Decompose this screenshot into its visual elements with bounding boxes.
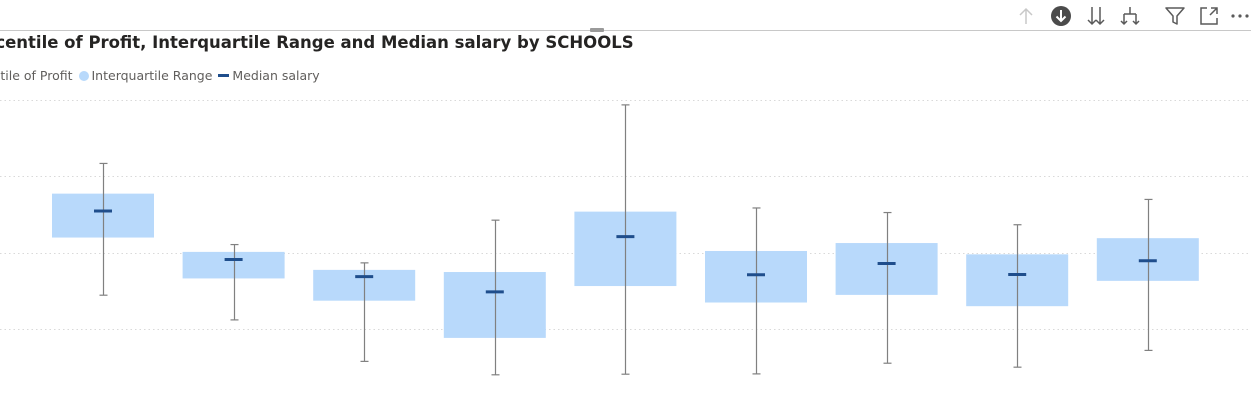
filter-icon[interactable] xyxy=(1163,4,1187,28)
legend-item-profit[interactable]: rcentile of Profit xyxy=(0,68,73,83)
chart-legend: rcentile of Profit Interquartile Range M… xyxy=(0,68,326,83)
resize-grip[interactable] xyxy=(590,28,604,32)
legend-label-median: Median salary xyxy=(232,68,320,83)
visual-toolbar xyxy=(1010,2,1251,28)
iqr-box xyxy=(443,272,546,338)
arrow-up-icon[interactable] xyxy=(1014,4,1038,28)
focus-mode-icon[interactable] xyxy=(1197,4,1221,28)
expand-all-down-icon[interactable] xyxy=(1084,4,1108,28)
legend-item-median[interactable]: Median salary xyxy=(218,68,320,83)
more-options-icon[interactable] xyxy=(1228,4,1251,28)
legend-item-iqr[interactable]: Interquartile Range xyxy=(78,68,213,83)
legend-label-profit: rcentile of Profit xyxy=(0,68,73,83)
visual-header-divider xyxy=(0,30,1251,31)
iqr-box xyxy=(835,243,938,295)
legend-marker-median xyxy=(218,74,230,77)
drill-hierarchy-icon[interactable] xyxy=(1118,4,1142,28)
iqr-box xyxy=(182,251,285,279)
drill-down-icon[interactable] xyxy=(1049,4,1073,28)
legend-marker-iqr xyxy=(78,70,89,81)
legend-label-iqr: Interquartile Range xyxy=(91,68,213,83)
chart-title: ercentile of Profit, Interquartile Range… xyxy=(0,33,634,52)
